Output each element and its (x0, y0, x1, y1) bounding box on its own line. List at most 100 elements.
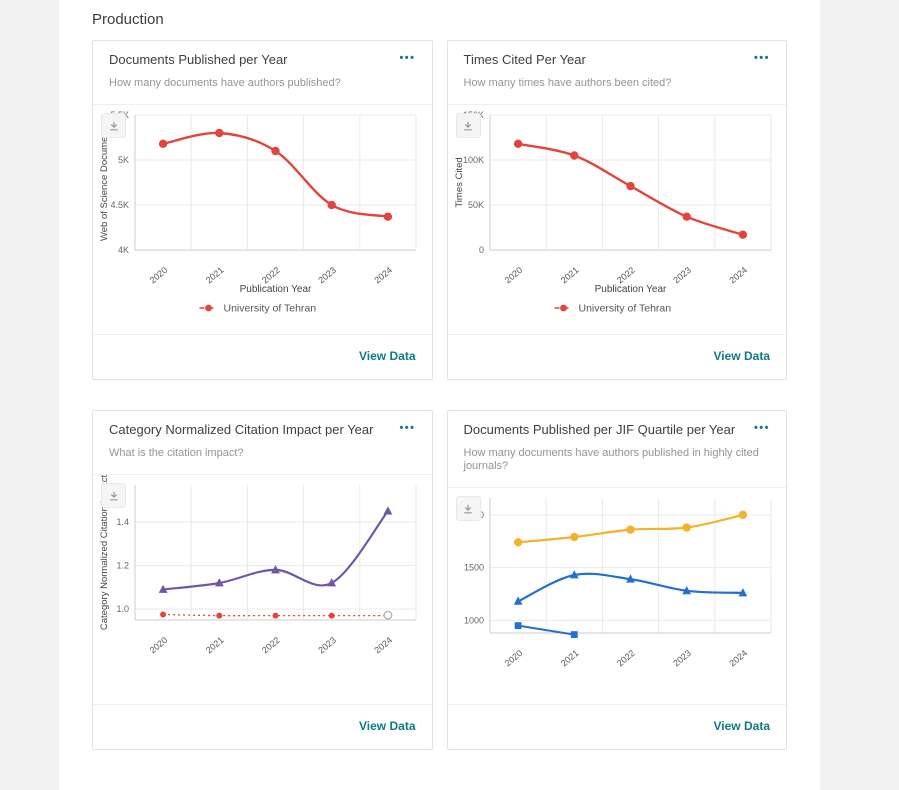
data-point-marker[interactable] (215, 128, 224, 138)
legend[interactable]: University of Tehran (199, 303, 317, 315)
data-point-marker[interactable] (625, 181, 635, 191)
data-point-marker[interactable] (569, 532, 578, 542)
data-point-marker[interactable] (513, 139, 522, 148)
data-point-marker[interactable] (160, 611, 167, 618)
chart-svg: 10001500200020202021202220232024 (463, 498, 771, 669)
card-jif-quartile: Documents Published per JIF Quartile per… (446, 410, 787, 750)
data-point-marker[interactable] (514, 622, 521, 630)
card-question: What is the citation impact? (109, 447, 244, 459)
data-point-marker[interactable] (327, 578, 337, 587)
data-point-marker[interactable] (327, 200, 336, 210)
x-tick-label: 2022 (615, 648, 637, 669)
legend-label: University of Tehran (224, 303, 317, 315)
data-point-marker[interactable] (682, 212, 691, 221)
chart-svg: 050K100K150K20202021202220232024Publicat… (454, 110, 771, 315)
data-point-marker[interactable] (214, 578, 224, 587)
x-tick-label: 2023 (671, 265, 693, 286)
x-tick-label: 2023 (316, 635, 338, 656)
download-chart-button[interactable] (101, 113, 126, 138)
page-title: Production (92, 11, 164, 28)
y-tick-label: 4K (118, 245, 129, 255)
data-point-marker[interactable] (682, 523, 691, 532)
data-point-marker[interactable] (738, 588, 747, 597)
ellipsis-menu-icon[interactable]: ••• (399, 52, 416, 64)
y-tick-label: 100K (462, 155, 483, 165)
y-tick-label: 50K (467, 200, 483, 210)
card-title: Times Cited Per Year (463, 52, 586, 67)
data-point-marker[interactable] (681, 586, 691, 595)
data-point-marker[interactable] (738, 510, 747, 520)
data-point-marker[interactable] (158, 584, 168, 593)
x-tick-label: 2021 (204, 265, 226, 286)
data-point-marker[interactable] (625, 525, 635, 534)
download-chart-button[interactable] (455, 496, 481, 521)
x-tick-label: 2024 (372, 635, 394, 656)
ellipsis-menu-icon[interactable]: ••• (753, 422, 770, 434)
y-tick-label: 0 (478, 245, 483, 255)
data-point-marker[interactable] (216, 612, 223, 619)
chart-svg: 1.0 1.2 1.4 2020 2021 2022 2023 2024 Category No… (99, 475, 417, 656)
data-point-marker[interactable] (383, 212, 393, 221)
x-tick-label: 2020 (502, 648, 524, 669)
download-icon (464, 504, 472, 513)
data-point-marker[interactable] (383, 506, 393, 515)
card-grid: Documents Published per Year ••• How man… (92, 40, 787, 750)
card-cnci: Category Normalized Citation Impact per … (92, 410, 433, 750)
view-data-link[interactable]: View Data (713, 719, 770, 733)
x-tick-label: 2024 (727, 648, 749, 669)
card-footer: View Data (93, 704, 432, 749)
y-tick-label: 5K (118, 155, 129, 165)
data-point-marker[interactable] (383, 610, 393, 620)
view-data-link[interactable]: View Data (359, 349, 416, 363)
legend-label: University of Tehran (578, 303, 671, 315)
legend[interactable]: University of Tehran (554, 303, 671, 315)
x-tick-label: 2022 (260, 635, 282, 656)
card-footer: View Data (93, 334, 432, 379)
card-documents-published: Documents Published per Year ••• How man… (92, 40, 433, 380)
line-chart: 10001500200020202021202220232024 (450, 488, 783, 704)
card-question: How many documents have authors publishe… (463, 447, 759, 472)
data-point-marker[interactable] (569, 151, 578, 160)
y-tick-label: 1.2 (116, 561, 129, 571)
data-point-marker[interactable] (570, 631, 578, 638)
card-question: How many times have authors been cited? (463, 77, 672, 89)
data-point-marker[interactable] (272, 612, 279, 619)
data-point-marker[interactable] (513, 596, 522, 605)
ellipsis-menu-icon[interactable]: ••• (399, 422, 416, 434)
view-data-link[interactable]: View Data (359, 719, 416, 733)
data-point-marker[interactable] (271, 565, 280, 574)
data-point-marker[interactable] (328, 612, 335, 619)
y-axis-title: Category Normalized Citation Impact (99, 475, 110, 630)
chart-svg: 4K4.5K5K5.5K20202021202220232024Publicat… (99, 110, 417, 315)
y-tick-label: 1000 (463, 615, 483, 625)
y-tick-label: 4.5K (110, 200, 129, 210)
card-footer: View Data (447, 334, 786, 379)
data-point-marker[interactable] (158, 139, 168, 148)
x-tick-label: 2022 (260, 265, 282, 286)
data-point-marker[interactable] (738, 230, 747, 239)
x-axis-title: Publication Year (240, 284, 312, 295)
download-chart-button[interactable] (455, 113, 481, 138)
download-chart-button[interactable] (101, 483, 126, 508)
chart-area: 4K4.5K5K5.5K20202021202220232024Publicat… (93, 105, 432, 334)
x-tick-label: 2022 (615, 265, 637, 286)
card-header: Category Normalized Citation Impact per … (93, 411, 432, 475)
x-tick-label: 2021 (558, 265, 580, 286)
card-title: Documents Published per Year (109, 52, 288, 67)
chart-area: 050K100K150K20202021202220232024Publicat… (448, 105, 787, 334)
card-question: How many documents have authors publishe… (109, 77, 341, 89)
data-point-marker[interactable] (625, 574, 635, 583)
view-data-link[interactable]: View Data (713, 349, 770, 363)
data-point-marker[interactable] (513, 538, 522, 547)
download-icon (464, 121, 472, 130)
card-header: Times Cited Per Year ••• How many times … (447, 41, 786, 105)
card-times-cited: Times Cited Per Year ••• How many times … (446, 40, 787, 380)
x-tick-label: 2020 (502, 265, 524, 286)
card-header: Documents Published per Year ••• How man… (93, 41, 432, 105)
data-point-marker[interactable] (569, 570, 579, 579)
data-point-marker[interactable] (271, 146, 280, 156)
x-tick-label: 2023 (671, 648, 693, 669)
x-axis-title: Publication Year (594, 284, 666, 295)
x-tick-label: 2023 (316, 265, 338, 286)
ellipsis-menu-icon[interactable]: ••• (753, 52, 770, 64)
